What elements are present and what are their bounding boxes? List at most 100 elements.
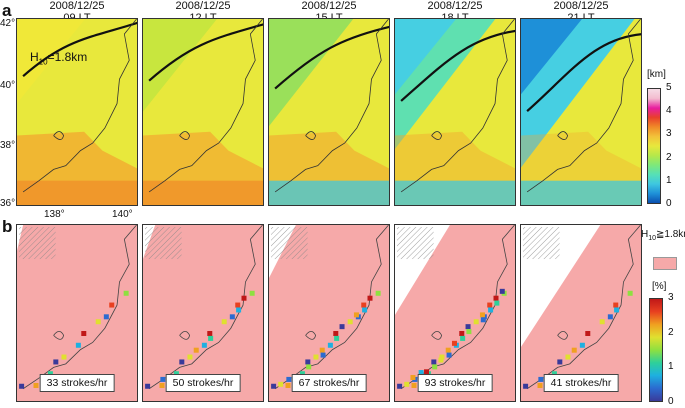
- band-south: [143, 180, 263, 205]
- coastline: [274, 225, 389, 390]
- colorbar-b-tick-0: 0: [668, 396, 674, 407]
- coastline: [22, 225, 137, 390]
- contour-1-8km: [400, 29, 515, 102]
- lightning-cell: [159, 382, 165, 388]
- stroke-count-label: 33 strokes/hr: [39, 374, 115, 392]
- lightning-cell: [278, 381, 284, 387]
- title-date: 2008/12/25: [553, 0, 609, 12]
- lightning-cell: [537, 382, 543, 388]
- band-deep-blue: [521, 19, 582, 95]
- lightning-cell: [607, 314, 613, 320]
- lightning-cell: [551, 371, 557, 377]
- lightning-cell: [179, 359, 185, 365]
- lightning-map-0: 33 strokes/hr: [16, 224, 138, 402]
- lightning-cell: [160, 376, 166, 382]
- lightning-cell: [438, 357, 444, 363]
- lightning-cell: [411, 382, 417, 388]
- lightning-cell: [410, 374, 416, 380]
- lightning-cell: [306, 364, 312, 370]
- lightning-cell: [353, 312, 359, 318]
- lightning-cell: [53, 359, 59, 365]
- title-date: 2008/12/25: [427, 0, 483, 12]
- stroke-count-label: 50 strokes/hr: [165, 374, 241, 392]
- sado-island: [557, 131, 569, 140]
- sado-island: [431, 131, 443, 140]
- h10-area: [395, 225, 515, 401]
- lon-tick-140: 140°: [112, 209, 133, 220]
- lightning-cell: [499, 288, 505, 294]
- coastline: [148, 19, 263, 193]
- lightning-cell: [47, 371, 53, 377]
- lightning-cell: [241, 295, 247, 301]
- h10-area: [17, 225, 137, 401]
- colorbar-a: [647, 88, 661, 204]
- contour-1-8km: [274, 25, 389, 90]
- lightning-cell: [493, 295, 499, 301]
- lightning-cell: [557, 359, 563, 365]
- band-northwest: [143, 19, 217, 112]
- band-south: [395, 180, 515, 205]
- lightning-cell: [571, 347, 577, 353]
- lightning-cell: [334, 335, 340, 341]
- lightning-cell: [375, 290, 381, 296]
- lightning-cell: [538, 376, 544, 382]
- coastline: [526, 19, 641, 193]
- lightning-cell: [432, 364, 438, 370]
- lightning-cell: [466, 329, 472, 335]
- title-date: 2008/12/25: [175, 0, 231, 12]
- lightning-cell: [451, 340, 457, 346]
- lightning-cell: [599, 319, 605, 325]
- lightning-cell: [319, 347, 325, 353]
- lightning-cell: [424, 369, 430, 375]
- sado-island: [179, 131, 191, 140]
- no-data-hatch: [523, 227, 560, 260]
- lightning-cell: [313, 354, 319, 360]
- lightning-cell: [305, 359, 311, 365]
- lightning-cell: [439, 354, 445, 360]
- lightning-cell: [367, 295, 373, 301]
- lightning-map-3: 93 strokes/hr: [394, 224, 516, 402]
- lightning-cell: [81, 330, 87, 336]
- lightning-cell: [347, 319, 353, 325]
- lightning-cell: [299, 371, 305, 377]
- lightning-cell: [397, 383, 403, 389]
- lightning-cell: [487, 302, 493, 308]
- lightning-cell: [473, 319, 479, 325]
- h10-area: [143, 225, 263, 401]
- lightning-cell: [235, 302, 241, 308]
- h10-area: [269, 225, 389, 401]
- lightning-cell: [286, 376, 292, 382]
- band-south: [521, 180, 641, 205]
- lightning-cell: [627, 290, 633, 296]
- colorbar-a-tick-1: 1: [666, 174, 672, 186]
- coastline: [400, 225, 515, 390]
- lightning-cell: [320, 352, 326, 358]
- colorbar-a-tick-2: 2: [666, 151, 672, 163]
- lightning-cell: [95, 319, 101, 325]
- lightning-cell: [459, 330, 465, 336]
- lightning-cell: [418, 370, 424, 376]
- lightning-cell: [145, 383, 151, 389]
- no-data-hatch: [271, 227, 308, 260]
- sado-island: [305, 330, 317, 340]
- height-map-2: [268, 18, 390, 206]
- coastline: [148, 225, 263, 390]
- contour-1-8km: [148, 23, 263, 82]
- lightning-cell: [404, 381, 410, 387]
- lightning-cell: [327, 342, 333, 348]
- lightning-cell: [362, 307, 368, 313]
- sado-island: [305, 131, 317, 140]
- lightning-cell: [61, 354, 67, 360]
- colorbar-b: [649, 298, 663, 402]
- lat-tick-36: 36°: [0, 198, 16, 209]
- lightning-cell: [494, 300, 500, 306]
- lightning-cell: [488, 307, 494, 313]
- sado-island: [557, 330, 569, 340]
- title-date: 2008/12/25: [49, 0, 105, 12]
- no-data-hatch: [397, 227, 434, 260]
- lightning-cell: [480, 317, 486, 323]
- contour-1-8km: [526, 33, 641, 112]
- lightning-cell: [236, 307, 242, 313]
- lightning-cell: [187, 354, 193, 360]
- height-map-0: [16, 18, 138, 206]
